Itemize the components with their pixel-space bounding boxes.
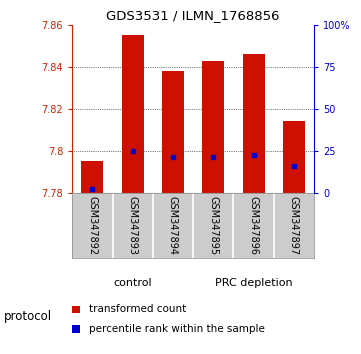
Text: control: control: [113, 278, 152, 288]
Bar: [122, 35, 144, 193]
Text: GSM347894: GSM347894: [168, 196, 178, 255]
Text: percentile rank within the sample: percentile rank within the sample: [89, 324, 265, 334]
Bar: [283, 121, 305, 193]
Text: PRC depletion: PRC depletion: [215, 278, 292, 288]
Text: GSM347895: GSM347895: [208, 196, 218, 255]
Bar: [81, 161, 104, 193]
Text: GSM347897: GSM347897: [289, 196, 299, 255]
Text: transformed count: transformed count: [89, 304, 186, 314]
Bar: [202, 61, 225, 193]
Text: GSM347892: GSM347892: [87, 196, 97, 255]
Text: protocol: protocol: [4, 310, 52, 323]
Text: GSM347896: GSM347896: [249, 196, 258, 255]
Bar: [243, 54, 265, 193]
Bar: [162, 71, 184, 193]
Text: GSM347893: GSM347893: [128, 196, 138, 255]
Title: GDS3531 / ILMN_1768856: GDS3531 / ILMN_1768856: [106, 9, 280, 22]
